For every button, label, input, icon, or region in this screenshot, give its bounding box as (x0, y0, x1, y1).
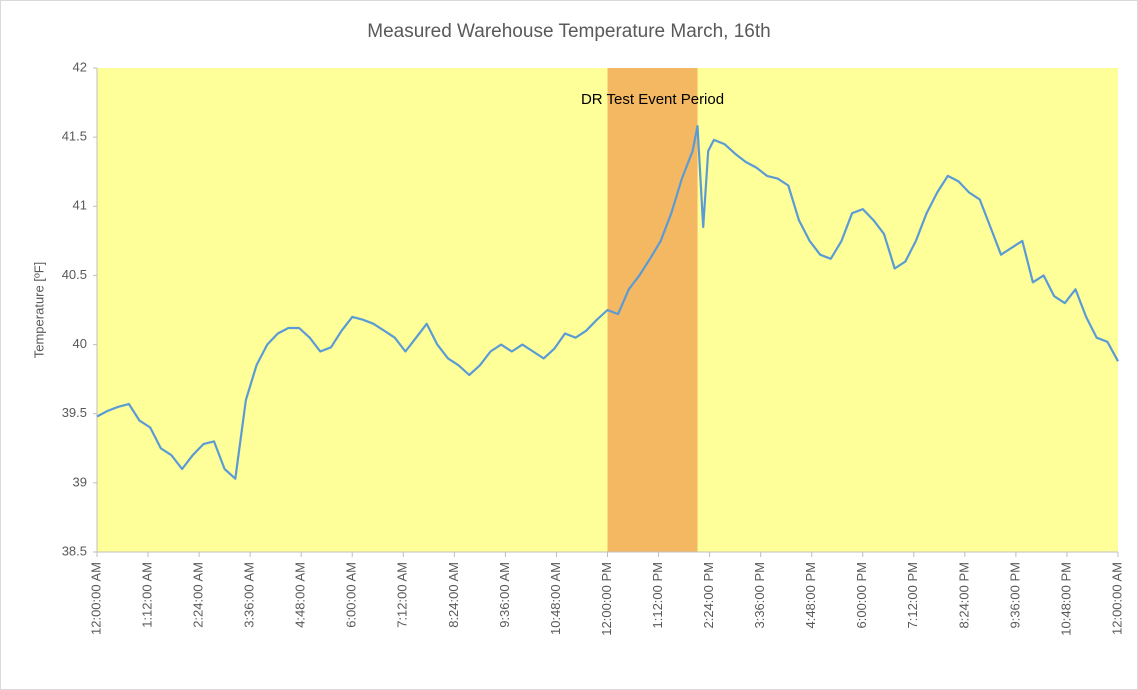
y-tick-label: 40.5 (62, 267, 87, 282)
y-tick-label: 42 (73, 59, 87, 74)
annotation: DR Test Event Period (581, 91, 724, 108)
x-tick-label: 8:24:00 AM (446, 562, 461, 628)
x-tick-label: 7:12:00 PM (905, 562, 920, 629)
x-tick-label: 1:12:00 PM (650, 562, 665, 629)
y-tick-label: 40 (73, 336, 87, 351)
x-tick-label: 3:36:00 AM (242, 562, 257, 628)
x-tick-label: 4:48:00 PM (803, 562, 818, 629)
x-tick-label: 6:00:00 PM (854, 562, 869, 629)
x-tick-label: 2:24:00 AM (191, 562, 206, 628)
x-tick-label: 3:36:00 PM (752, 562, 767, 629)
shaded-region (607, 68, 698, 552)
x-tick-label: 12:00:00 PM (599, 562, 614, 636)
y-tick-label: 41.5 (62, 129, 87, 144)
x-tick-label: 8:24:00 PM (956, 562, 971, 629)
x-tick-label: 10:48:00 AM (548, 562, 563, 635)
x-tick-label: 12:00:00 AM (1109, 562, 1124, 635)
chart-title: Measured Warehouse Temperature March, 16… (367, 21, 770, 42)
x-tick-label: 9:36:00 AM (497, 562, 512, 628)
x-tick-label: 10:48:00 PM (1058, 562, 1073, 636)
x-tick-label: 9:36:00 PM (1007, 562, 1022, 629)
y-tick-label: 39.5 (62, 405, 87, 420)
y-tick-label: 39 (73, 474, 87, 489)
line-series (96, 125, 1119, 480)
x-tick-label: 12:00:00 AM (88, 562, 103, 635)
x-tick-label: 2:24:00 PM (701, 562, 716, 629)
x-tick-label: 7:12:00 AM (395, 562, 410, 628)
x-tick-label: 6:00:00 AM (344, 562, 359, 628)
x-tick-label: 1:12:00 AM (139, 562, 154, 628)
y-axis-label: Temperature [ºF] (31, 262, 46, 359)
x-tick-label: 4:48:00 AM (293, 562, 308, 628)
y-tick-label: 41 (73, 198, 87, 213)
y-tick-label: 38.5 (62, 543, 87, 558)
